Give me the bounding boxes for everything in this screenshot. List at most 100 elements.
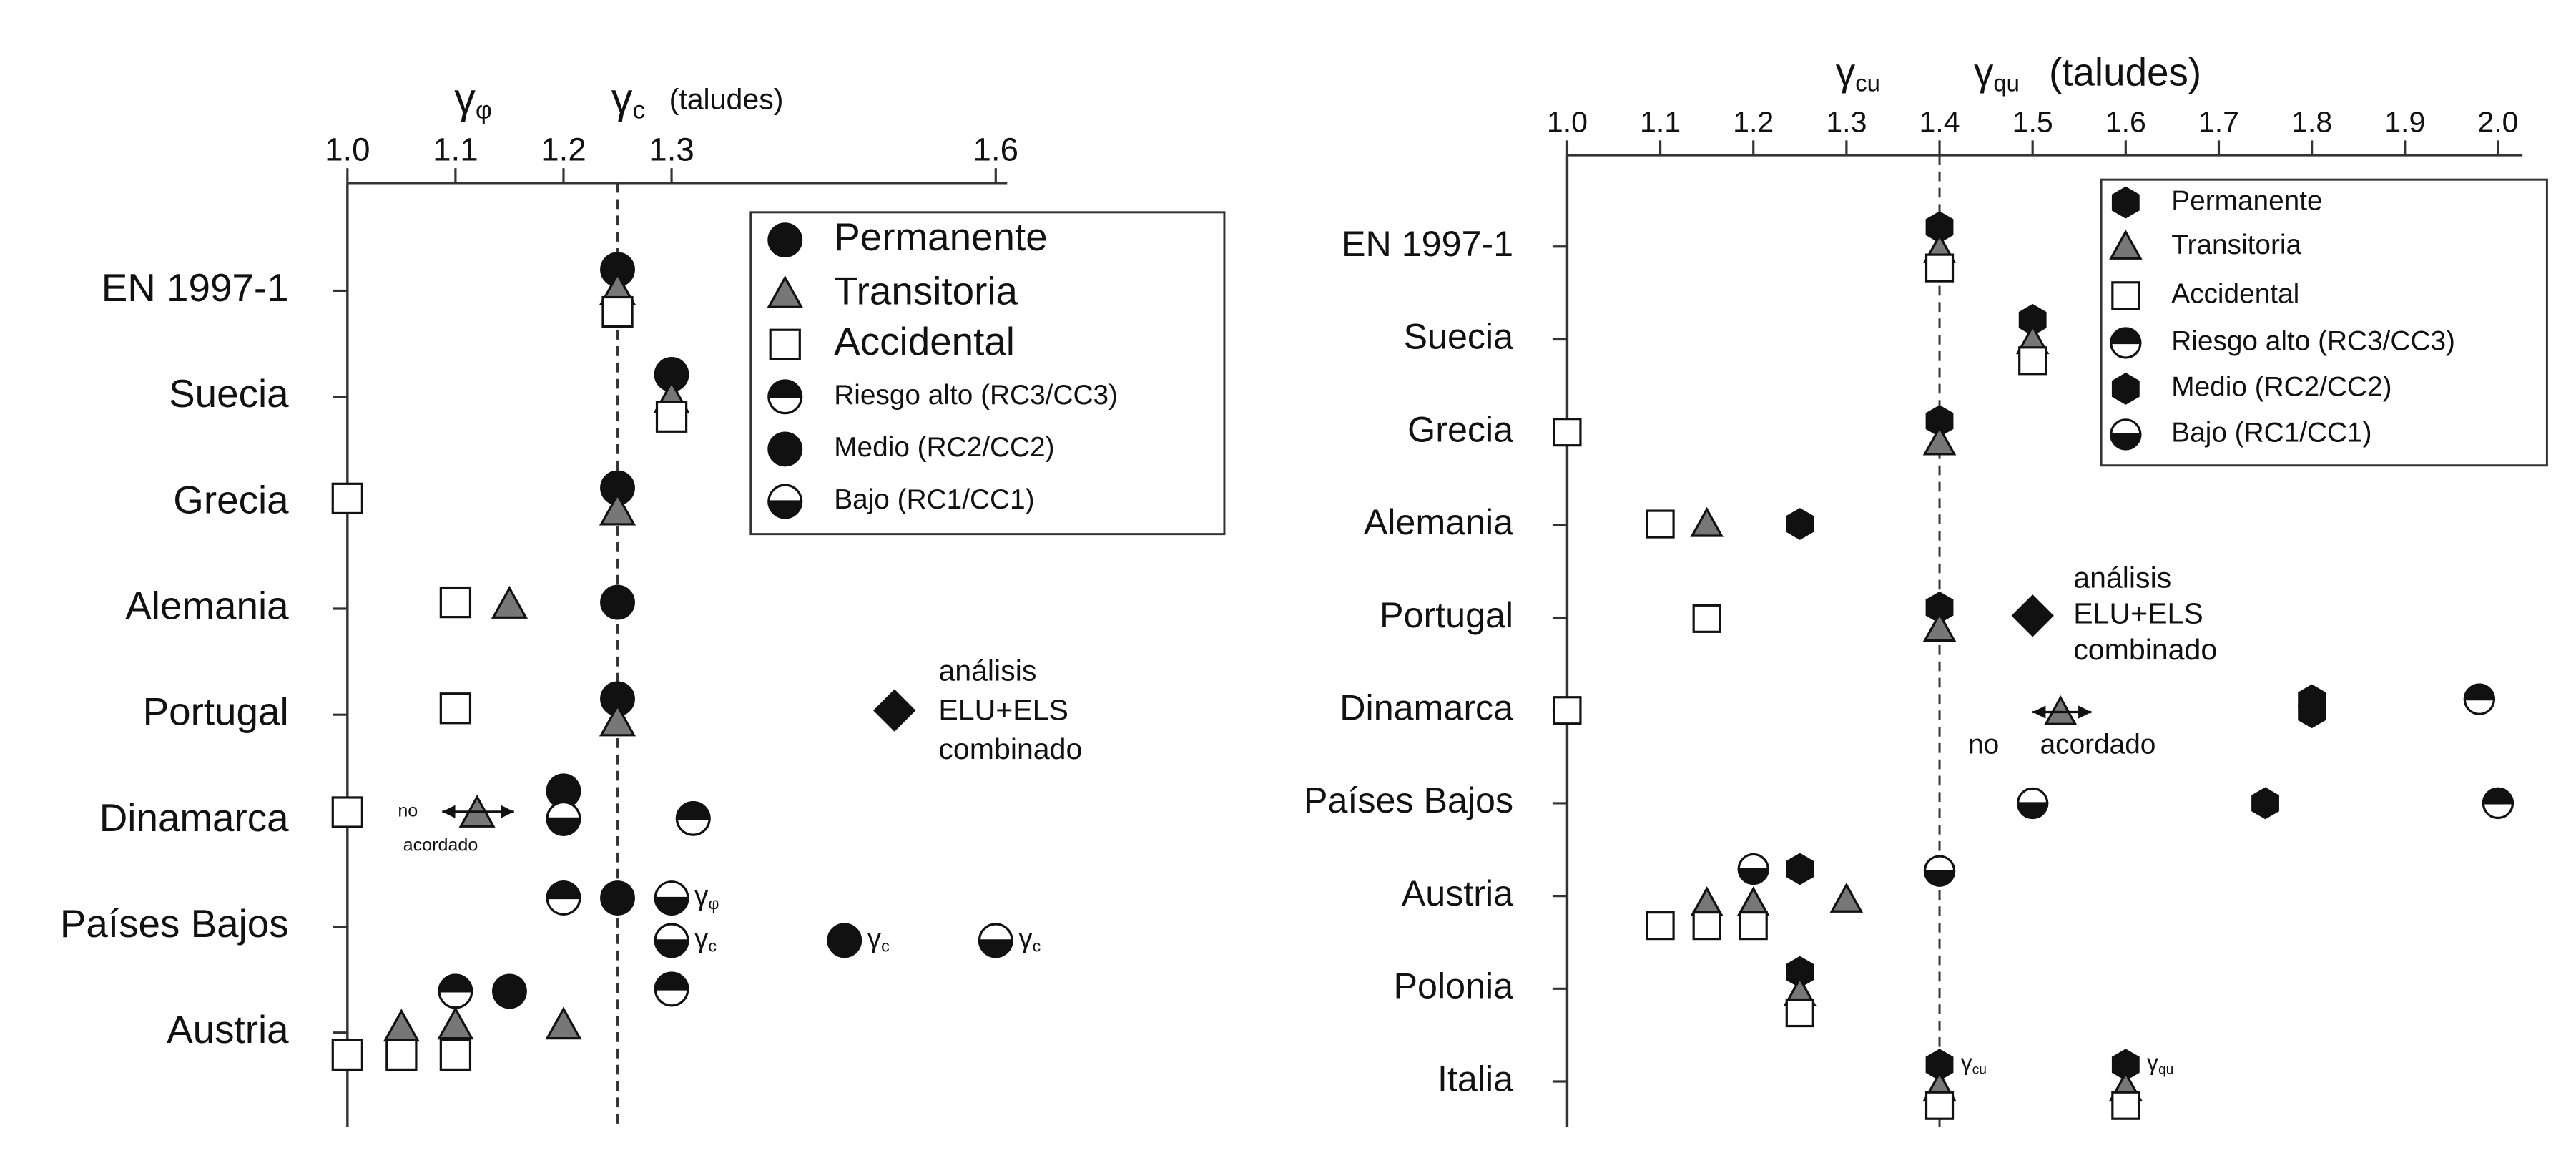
marker bbox=[873, 689, 916, 732]
note-text: combinado bbox=[938, 732, 1082, 765]
y-tick-label: EN 1997-1 bbox=[102, 265, 289, 310]
marker-shape bbox=[1922, 425, 1957, 456]
y-tick-label: Alemania bbox=[125, 583, 289, 627]
marker-shape bbox=[1786, 853, 1814, 885]
point-label: γφ bbox=[694, 881, 719, 913]
marker bbox=[545, 1006, 582, 1040]
legend-label: Bajo (RC1/CC1) bbox=[834, 484, 1034, 515]
marker bbox=[1646, 911, 1675, 941]
marker-shape bbox=[439, 692, 472, 725]
marker bbox=[439, 692, 472, 725]
marker-shape bbox=[599, 703, 636, 737]
y-tick-label: Suecia bbox=[1404, 317, 1514, 357]
axis-symbol: γφ bbox=[454, 74, 492, 124]
y-tick-label: Italia bbox=[1437, 1059, 1513, 1099]
y-tick-label: Suecia bbox=[169, 371, 289, 416]
y-tick-label: Polonia bbox=[1394, 966, 1514, 1006]
marker bbox=[491, 585, 528, 619]
not-agreed-text: acordado bbox=[403, 835, 478, 855]
marker-half bbox=[2482, 787, 2514, 805]
marker bbox=[1553, 696, 1582, 725]
x-tick-label: 1.0 bbox=[1547, 105, 1588, 138]
arrow-head bbox=[2032, 705, 2046, 719]
marker-shape bbox=[2298, 696, 2326, 729]
y-tick-label: Países Bajos bbox=[1304, 780, 1513, 820]
marker bbox=[767, 484, 803, 519]
marker bbox=[2111, 186, 2140, 219]
point-label: γc bbox=[1018, 923, 1041, 956]
marker-shape bbox=[1646, 509, 1675, 539]
marker bbox=[654, 923, 689, 958]
marker bbox=[2017, 787, 2049, 820]
not-agreed-text: acordado bbox=[2040, 730, 2156, 760]
marker-half bbox=[767, 379, 803, 398]
y-tick-label: Grecia bbox=[173, 477, 289, 521]
marker bbox=[2043, 695, 2078, 725]
marker bbox=[331, 1039, 363, 1071]
marker-shape bbox=[2251, 787, 2279, 820]
marker-shape bbox=[1690, 506, 1724, 537]
marker bbox=[437, 1006, 474, 1040]
marker bbox=[600, 880, 635, 916]
marker-half bbox=[767, 500, 803, 519]
marker bbox=[1924, 253, 1955, 283]
x-tick-label: 1.1 bbox=[1640, 105, 1681, 138]
marker-shape bbox=[599, 492, 636, 526]
marker bbox=[331, 796, 363, 828]
point-label: γqu bbox=[2147, 1050, 2173, 1078]
marker-shape bbox=[1739, 911, 1768, 941]
marker-shape bbox=[873, 689, 916, 732]
note-text: ELU+ELS bbox=[2073, 597, 2203, 630]
marker-shape bbox=[2043, 695, 2078, 725]
marker bbox=[2482, 787, 2514, 820]
marker bbox=[546, 800, 581, 836]
marker bbox=[2463, 683, 2496, 715]
marker bbox=[767, 431, 803, 467]
marker bbox=[1922, 425, 1957, 456]
marker bbox=[654, 880, 689, 916]
point-label: γc bbox=[867, 923, 890, 956]
marker bbox=[1646, 509, 1675, 539]
marker bbox=[546, 880, 581, 916]
y-tick-label: Portugal bbox=[1380, 595, 1513, 635]
marker bbox=[600, 584, 635, 620]
marker-half bbox=[438, 973, 473, 993]
y-tick-label: Austria bbox=[167, 1007, 289, 1051]
marker-half bbox=[546, 817, 581, 836]
legend-label: Transitoria bbox=[2171, 230, 2301, 260]
marker bbox=[1737, 853, 1769, 885]
x-tick-label: 2.0 bbox=[2477, 105, 2518, 138]
y-tick-label: Países Bajos bbox=[60, 901, 289, 946]
marker-shape bbox=[2111, 281, 2140, 310]
marker-shape bbox=[385, 1039, 418, 1071]
x-tick-label: 1.4 bbox=[1919, 105, 1960, 138]
marker bbox=[492, 973, 527, 1009]
x-tick-label: 1.1 bbox=[433, 131, 478, 167]
x-tick-label: 1.7 bbox=[2198, 105, 2239, 138]
marker bbox=[654, 971, 689, 1007]
legend-label: Accidental bbox=[834, 319, 1015, 363]
marker-shape bbox=[1692, 911, 1721, 941]
marker bbox=[827, 923, 862, 958]
marker bbox=[978, 923, 1013, 958]
marker-half bbox=[2110, 433, 2142, 451]
axis-symbol: γcu bbox=[1836, 49, 1880, 96]
marker-shape bbox=[827, 923, 862, 958]
marker bbox=[2111, 373, 2140, 405]
marker bbox=[1786, 508, 1814, 540]
not-agreed-text: no bbox=[398, 800, 418, 820]
marker-shape bbox=[1829, 882, 1864, 913]
axis-symbol: γc bbox=[611, 74, 646, 124]
legend-label: Bajo (RC1/CC1) bbox=[2171, 418, 2371, 448]
marker-shape bbox=[2111, 186, 2140, 219]
marker-shape bbox=[1786, 508, 1814, 540]
marker bbox=[767, 275, 804, 308]
marker-shape bbox=[439, 586, 472, 619]
marker bbox=[2111, 281, 2140, 310]
marker bbox=[2298, 696, 2326, 729]
marker-shape bbox=[1922, 612, 1957, 642]
marker bbox=[2110, 418, 2142, 451]
marker-half bbox=[654, 939, 689, 958]
point-label: γcu bbox=[1961, 1050, 1987, 1078]
legend-label: Transitoria bbox=[834, 268, 1018, 313]
